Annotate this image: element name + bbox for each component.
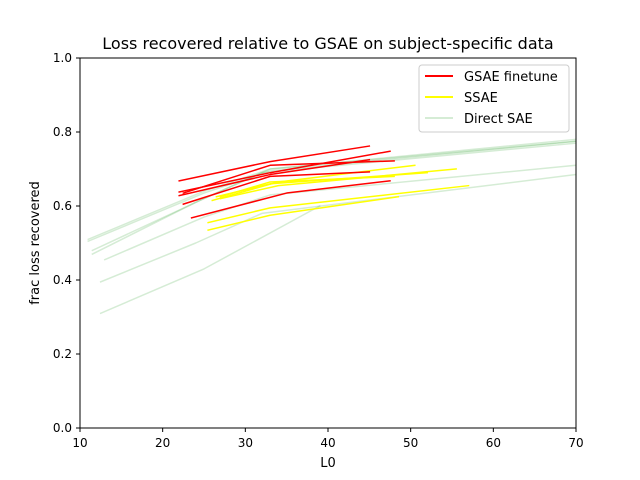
gsae-finetune-line-13: [178, 145, 371, 182]
legend-label-direct-sae: Direct SAE: [464, 112, 533, 127]
legend-label-ssae: SSAE: [464, 91, 498, 106]
legend-box: [418, 64, 570, 133]
gsae-finetune-line-17: [182, 171, 371, 206]
ssae-line-10: [219, 175, 395, 198]
x-tick-label-3: 40: [320, 436, 335, 450]
x-tick-label-2: 30: [238, 436, 253, 450]
ssae-line-11: [207, 184, 470, 224]
y-tick-label-2: 0.4: [53, 273, 72, 287]
series-layer: [87, 138, 576, 315]
chart-title: Loss recovered relative to GSAE on subje…: [102, 34, 553, 53]
x-tick-label-4: 50: [403, 436, 418, 450]
y-tick-label-5: 1.0: [53, 51, 72, 65]
y-tick-label-0: 0.0: [53, 421, 72, 435]
gsae-finetune-line-18: [190, 180, 391, 219]
x-tick-label-1: 20: [155, 436, 170, 450]
ssae-line-12: [207, 195, 400, 231]
y-tick-label-4: 0.8: [53, 125, 72, 139]
y-axis-ticks: 0.0 0.2 0.4 0.6 0.8 1.0: [53, 51, 80, 435]
y-tick-label-1: 0.2: [53, 347, 72, 361]
legend-label-gsae-finetune: GSAE finetune: [464, 70, 558, 85]
direct-sae-line-6: [99, 204, 321, 315]
direct-sae-line-3: [91, 140, 576, 252]
x-axis-label: L0: [320, 456, 336, 471]
y-axis-label: frac loss recovered: [28, 181, 43, 305]
x-tick-label-5: 60: [486, 436, 501, 450]
gsae-finetune-line-14: [178, 150, 391, 193]
x-axis-ticks: 10 20 30 40 50 60 70: [72, 428, 584, 450]
y-tick-label-3: 0.6: [53, 199, 72, 213]
x-tick-label-0: 10: [72, 436, 87, 450]
x-tick-label-6: 70: [568, 436, 583, 450]
legend: GSAE finetune SSAE Direct SAE: [418, 64, 570, 133]
direct-sae-line-5: [99, 173, 576, 283]
gsae-finetune-line-16: [178, 158, 371, 197]
direct-sae-line-2: [91, 142, 576, 256]
